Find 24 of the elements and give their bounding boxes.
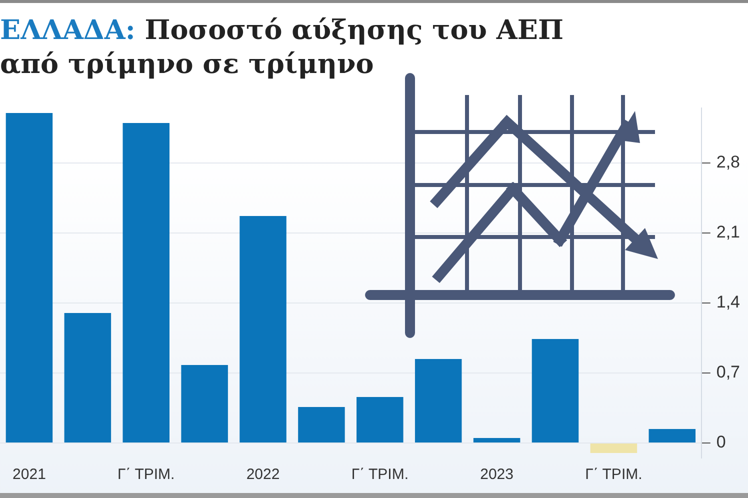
x-tick-label: 2022 — [246, 466, 280, 484]
y-tick-label: 2,1 — [716, 222, 740, 242]
y-tick-label: 2,8 — [716, 152, 740, 172]
x-tick-label: Γ΄ ΤΡΙΜ. — [118, 466, 175, 484]
bar — [181, 365, 228, 442]
bar — [473, 438, 520, 442]
y-tick-label: 1,4 — [716, 292, 740, 312]
bar — [64, 313, 112, 442]
y-tick-label: 0 — [716, 432, 726, 452]
x-tick-label: Γ΄ ΤΡΙΜ. — [585, 466, 642, 484]
bar — [648, 429, 696, 442]
bar — [240, 216, 286, 442]
y-tick-label: 0,7 — [716, 362, 740, 382]
x-tick-label: Γ΄ ΤΡΙΜ. — [351, 466, 408, 484]
bar — [532, 339, 579, 442]
x-tick-label: 2023 — [480, 466, 514, 484]
bar — [298, 407, 345, 442]
bar — [590, 444, 638, 453]
chart-title: ΕΛΛΑΔΑ: Ποσοστό αύξησης του ΑΕΠ από τρίμηνο σε τρίμηνο — [0, 14, 564, 82]
bar — [414, 359, 462, 442]
x-tick-label: 2021 — [12, 466, 46, 484]
bar — [356, 397, 404, 442]
bar — [122, 123, 170, 442]
bar — [6, 113, 53, 442]
